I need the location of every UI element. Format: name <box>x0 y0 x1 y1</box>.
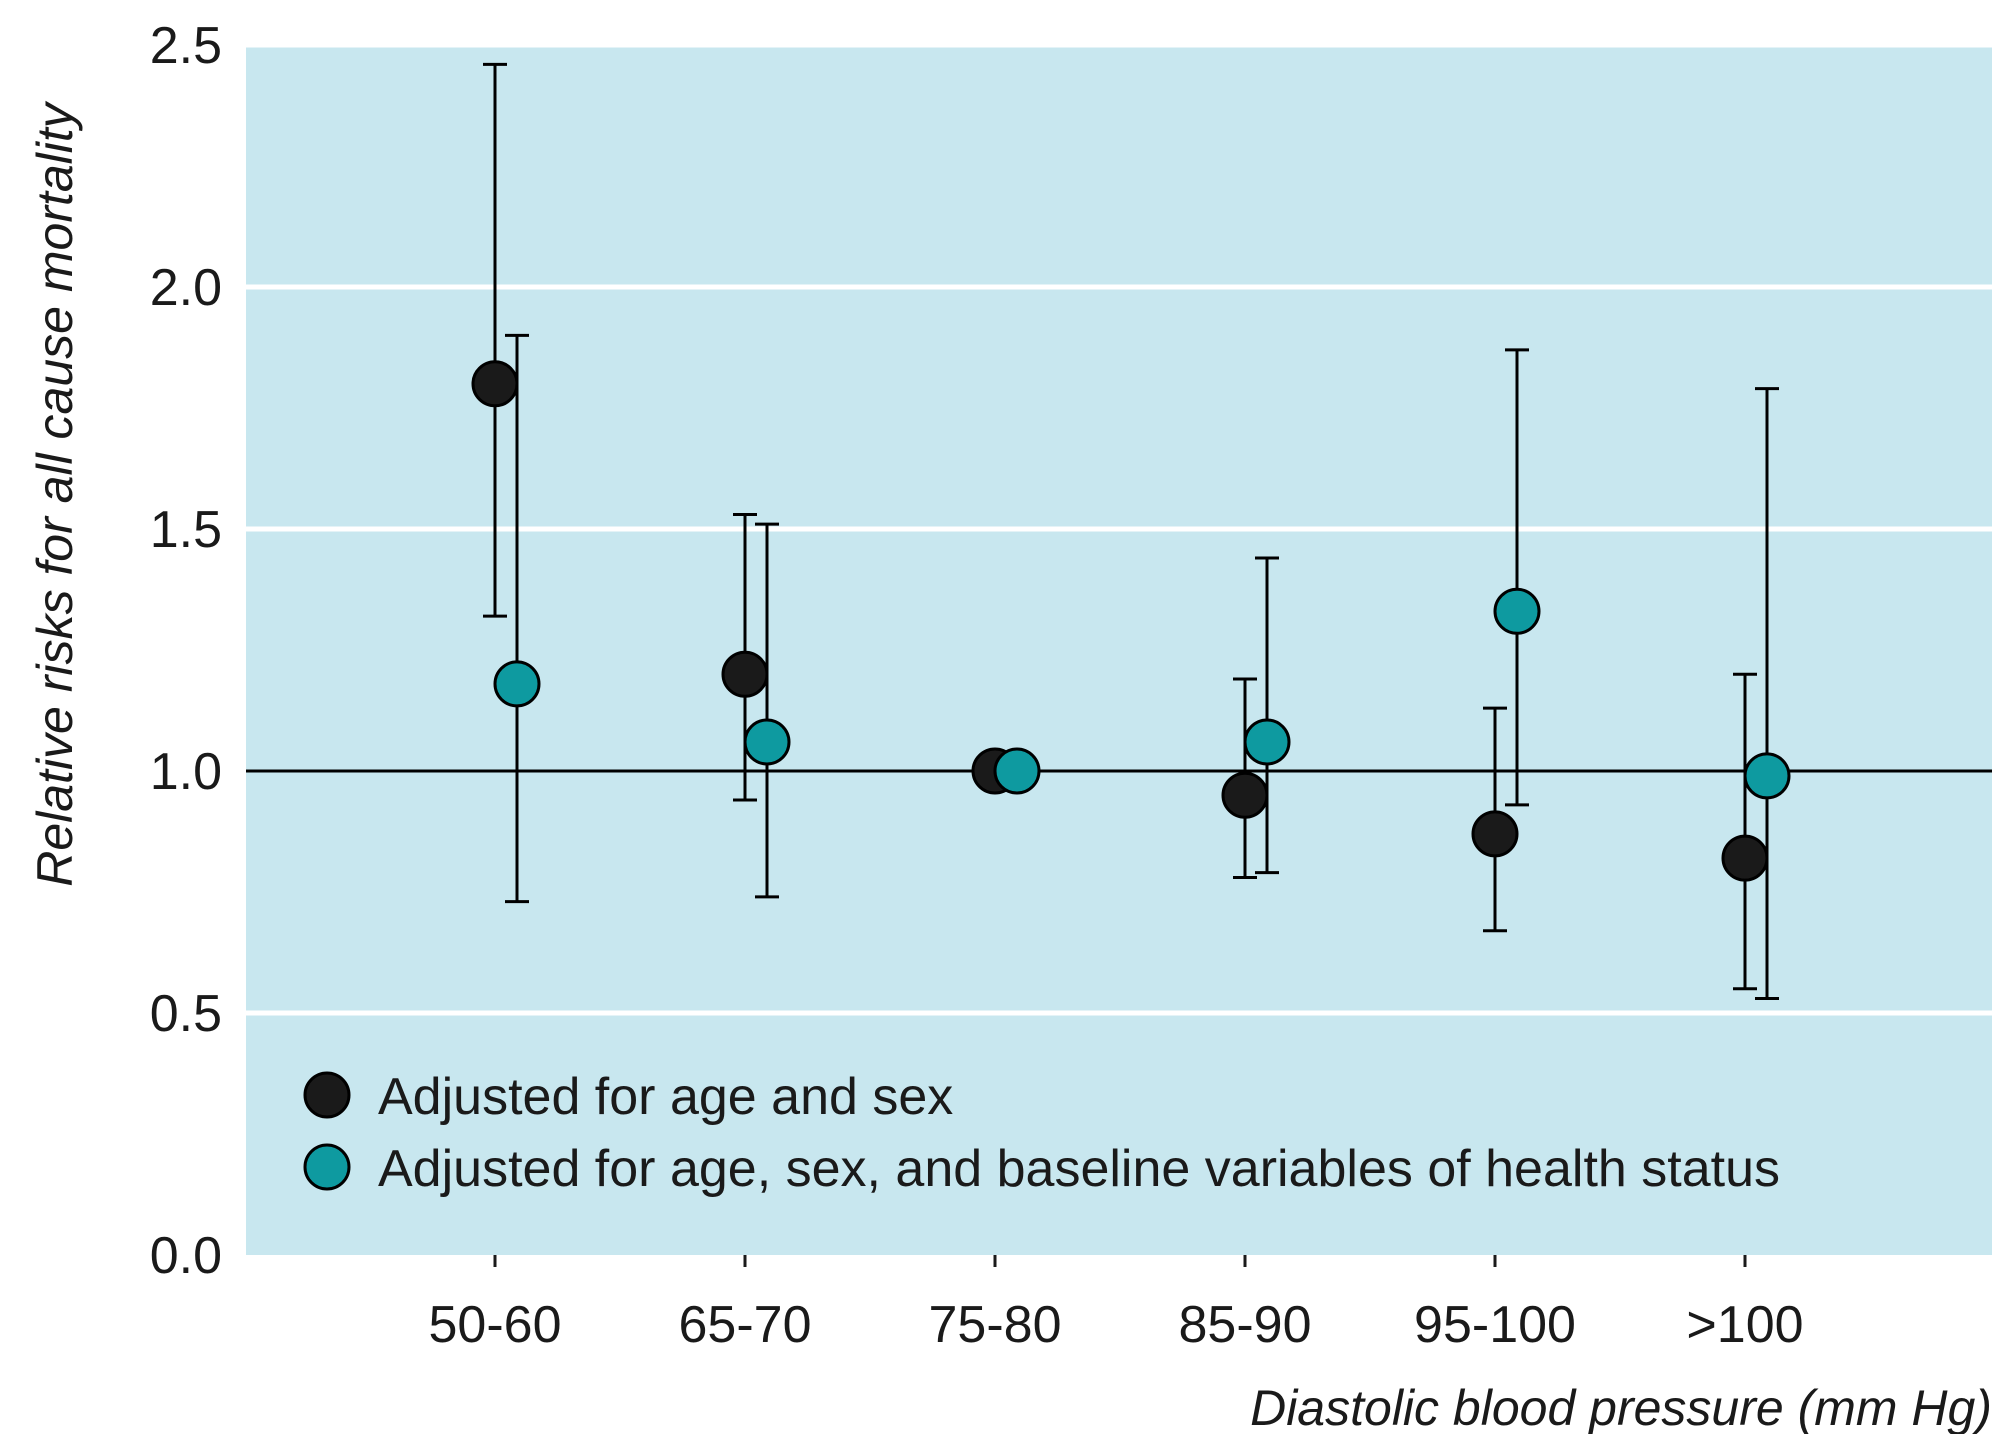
plot-background <box>246 45 1992 1255</box>
y-tick-label: 1.5 <box>150 501 222 559</box>
data-point-series2 <box>493 660 541 708</box>
legend-label-series2: Adjusted for age, sex, and baseline vari… <box>378 1140 1780 1198</box>
legend-marker-series1 <box>303 1071 351 1119</box>
x-axis: 50-60 65-70 75-80 85-90 95-100 >100 <box>429 1255 1804 1354</box>
y-axis: 0.0 0.5 1.0 1.5 2.0 2.5 <box>150 17 222 1285</box>
x-axis-title: Diastolic blood pressure (mm Hg) <box>1250 1380 1992 1434</box>
error-bar <box>483 62 507 618</box>
x-tick-label: 95-100 <box>1414 1296 1576 1354</box>
legend: Adjusted for age and sex Adjusted for ag… <box>303 1068 1780 1198</box>
data-point-series1 <box>721 650 769 698</box>
error-bar <box>1755 387 1779 1000</box>
error-bar <box>505 333 529 904</box>
y-tick-label: 1.0 <box>150 743 222 801</box>
y-tick-label: 0.5 <box>150 985 222 1043</box>
data-point-series2 <box>1743 752 1791 800</box>
data-point-series2 <box>1243 718 1291 766</box>
error-bar <box>1505 348 1529 807</box>
grid <box>246 42 1992 1016</box>
x-tick-label: 50-60 <box>429 1296 562 1354</box>
data-point-series1 <box>1721 834 1769 882</box>
x-tick-label: 65-70 <box>679 1296 812 1354</box>
data-point-series2 <box>993 747 1041 795</box>
data-marks <box>471 62 1791 1000</box>
y-axis-title: Relative risks for all cause mortality <box>27 100 83 887</box>
x-tick-label: >100 <box>1686 1296 1803 1354</box>
x-tick-label: 85-90 <box>1179 1296 1312 1354</box>
data-point-series1 <box>1221 771 1269 819</box>
legend-marker-series2 <box>303 1143 351 1191</box>
error-bar <box>755 522 779 899</box>
data-point-series2 <box>1493 587 1541 635</box>
data-point-series1 <box>1471 810 1519 858</box>
x-tick-label: 75-80 <box>929 1296 1062 1354</box>
legend-label-series1: Adjusted for age and sex <box>378 1068 953 1126</box>
data-point-series2 <box>743 718 791 766</box>
error-bar <box>1255 556 1279 875</box>
error-bar <box>1733 672 1757 991</box>
y-tick-label: 2.5 <box>150 17 222 75</box>
data-point-series1 <box>471 360 519 408</box>
y-tick-label: 2.0 <box>150 259 222 317</box>
y-tick-label: 0.0 <box>150 1227 222 1285</box>
